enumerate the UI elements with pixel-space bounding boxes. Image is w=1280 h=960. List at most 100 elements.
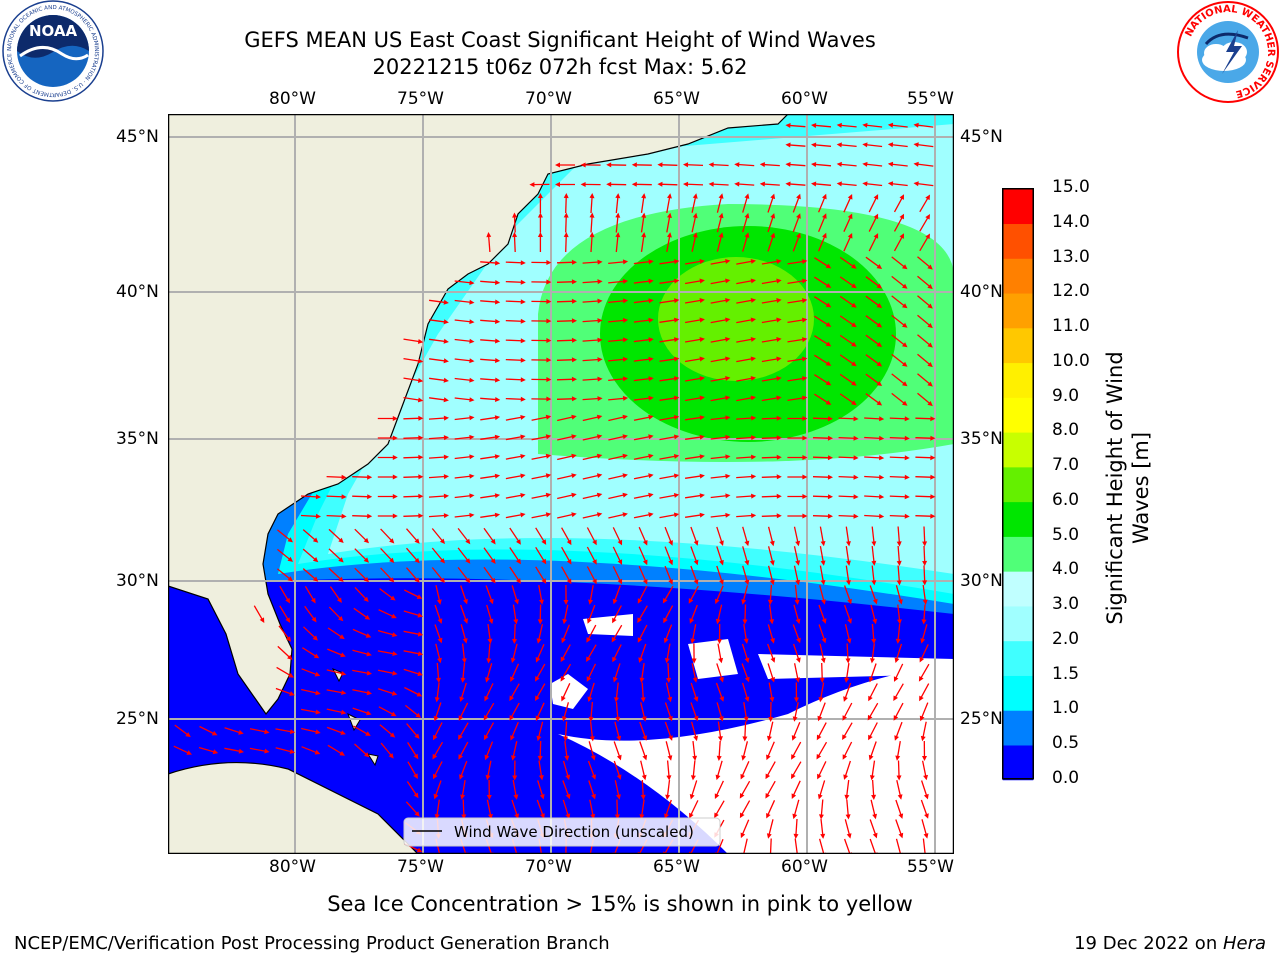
wind-arrow-head [718,657,724,664]
colorbar-cell [1002,571,1034,607]
wind-arrow-head [439,538,445,544]
wind-arrow [742,741,749,759]
wind-arrow-head [870,658,875,664]
wind-arrow-head [459,774,464,780]
wind-arrow-head [674,317,680,323]
chart-title: GEFS MEAN US East Coast Significant Heig… [244,28,876,52]
wind-arrow-head [439,577,445,583]
wind-arrow-head [458,734,463,740]
wind-arrow [224,747,243,753]
wind-arrow [352,649,371,656]
wind-arrow [457,547,470,563]
wind-arrow-head [796,232,801,239]
lat-tick-label: 25°N [116,709,159,729]
wind-arrow [690,702,698,720]
wind-arrow-head [389,577,395,583]
wind-arrow-head [648,492,654,498]
wind-arrow-head [741,755,747,761]
wind-arrow-head [648,317,654,323]
wind-arrow [612,605,622,622]
wind-arrow-head [571,259,577,265]
wind-arrow-head [725,434,731,440]
wind-arrow [531,513,550,519]
wind-arrow [486,604,493,623]
wind-arrow-head [616,794,621,800]
wind-arrow [327,648,345,657]
wind-arrow [454,514,473,518]
wind-arrow-head [417,358,424,364]
wind-arrow-head [919,656,925,663]
wind-arrow [744,721,747,740]
wind-arrow [920,799,929,818]
wind-arrow [787,299,806,304]
wind-arrow [640,663,645,681]
wind-arrow [791,741,802,759]
wind-arrow-head [811,181,817,187]
wind-arrow-head [485,774,491,781]
wind-arrow-head [802,435,808,441]
legend-label: Wind Wave Direction (unscaled) [454,823,694,841]
wind-arrow-head [546,318,552,324]
wind-arrow-head [872,598,878,605]
wind-arrow-head [259,617,265,623]
wind-arrow [889,163,908,167]
wind-arrow [817,195,827,213]
wind-arrow [870,604,877,623]
wind-arrow [917,334,932,347]
wind-arrow-head [615,193,621,199]
wind-arrow-head [692,755,698,761]
wind-arrow [480,358,499,362]
footer-date: 19 Dec 2022 on Hera [1074,933,1266,954]
wind-arrow-head [622,453,628,459]
wind-arrow [871,643,875,662]
wind-arrow [509,683,520,700]
wind-arrow [741,643,749,662]
wind-arrow-head [871,794,877,800]
lon-tick-label: 75°W [397,857,444,877]
wind-arrow-head [414,577,420,583]
wind-arrow-head [648,298,654,304]
wind-arrow-head [769,697,775,703]
wind-arrow-head [930,455,936,461]
wind-arrow [894,721,903,740]
wind-arrow [434,702,442,720]
wind-arrow [710,416,729,421]
wind-arrow-head [776,337,782,342]
wind-arrow-head [927,362,933,368]
wind-arrow-head [657,181,663,187]
wind-arrow-head [591,793,596,800]
wind-arrow-head [750,317,756,323]
wind-arrow-head [734,181,740,187]
wind-arrow [917,373,932,386]
wind-arrow-head [718,212,724,219]
wind-arrow-head [820,833,826,839]
wind-arrow-head [751,474,757,480]
wind-arrow-head [520,415,526,420]
wind-arrow-head [846,580,851,586]
wind-arrow-head [631,162,637,168]
wind-arrow [664,799,672,818]
wind-arrow-head [390,711,397,717]
wind-arrow [845,780,850,798]
wind-arrow-head [622,434,628,440]
lat-tick-label: 45°N [116,127,159,147]
wind-arrow-head [925,214,930,220]
wind-arrow [659,494,678,499]
wind-arrow [640,799,645,818]
wind-arrow-head [902,400,908,406]
wind-arrow-head [520,473,526,479]
wind-arrow-head [750,356,756,362]
wind-arrow-head [483,715,489,721]
wind-arrow-head [765,773,771,780]
wind-arrow-head [571,357,577,363]
colorbar-title: Significant Height of Wind Waves [m] [1090,338,1170,638]
wind-arrow-head [725,415,731,421]
wind-arrow [454,397,473,401]
wind-arrow-head [606,162,612,168]
wind-arrow-head [433,734,438,741]
wind-arrow [685,514,703,518]
wind-arrow-head [690,775,696,781]
wind-arrow-head [894,735,899,741]
wind-arrow-head [925,233,930,240]
wind-arrow-head [417,671,423,677]
